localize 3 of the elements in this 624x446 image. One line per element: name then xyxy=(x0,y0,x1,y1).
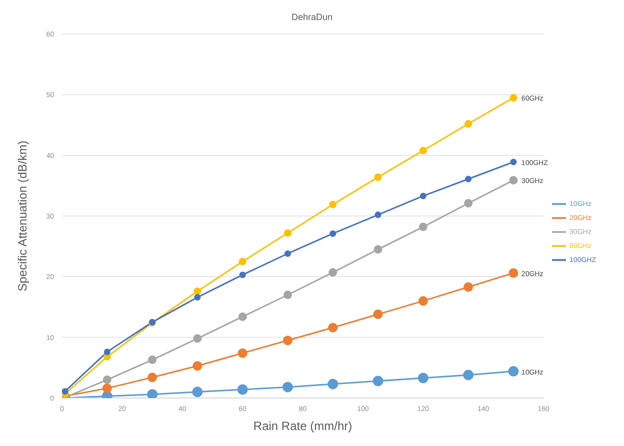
y-axis-title: Specific Attenuation (dB/km) xyxy=(15,140,30,292)
x-axis-title: Rain Rate (mm/hr) xyxy=(253,419,352,433)
chart-title: DehraDun xyxy=(290,11,334,24)
